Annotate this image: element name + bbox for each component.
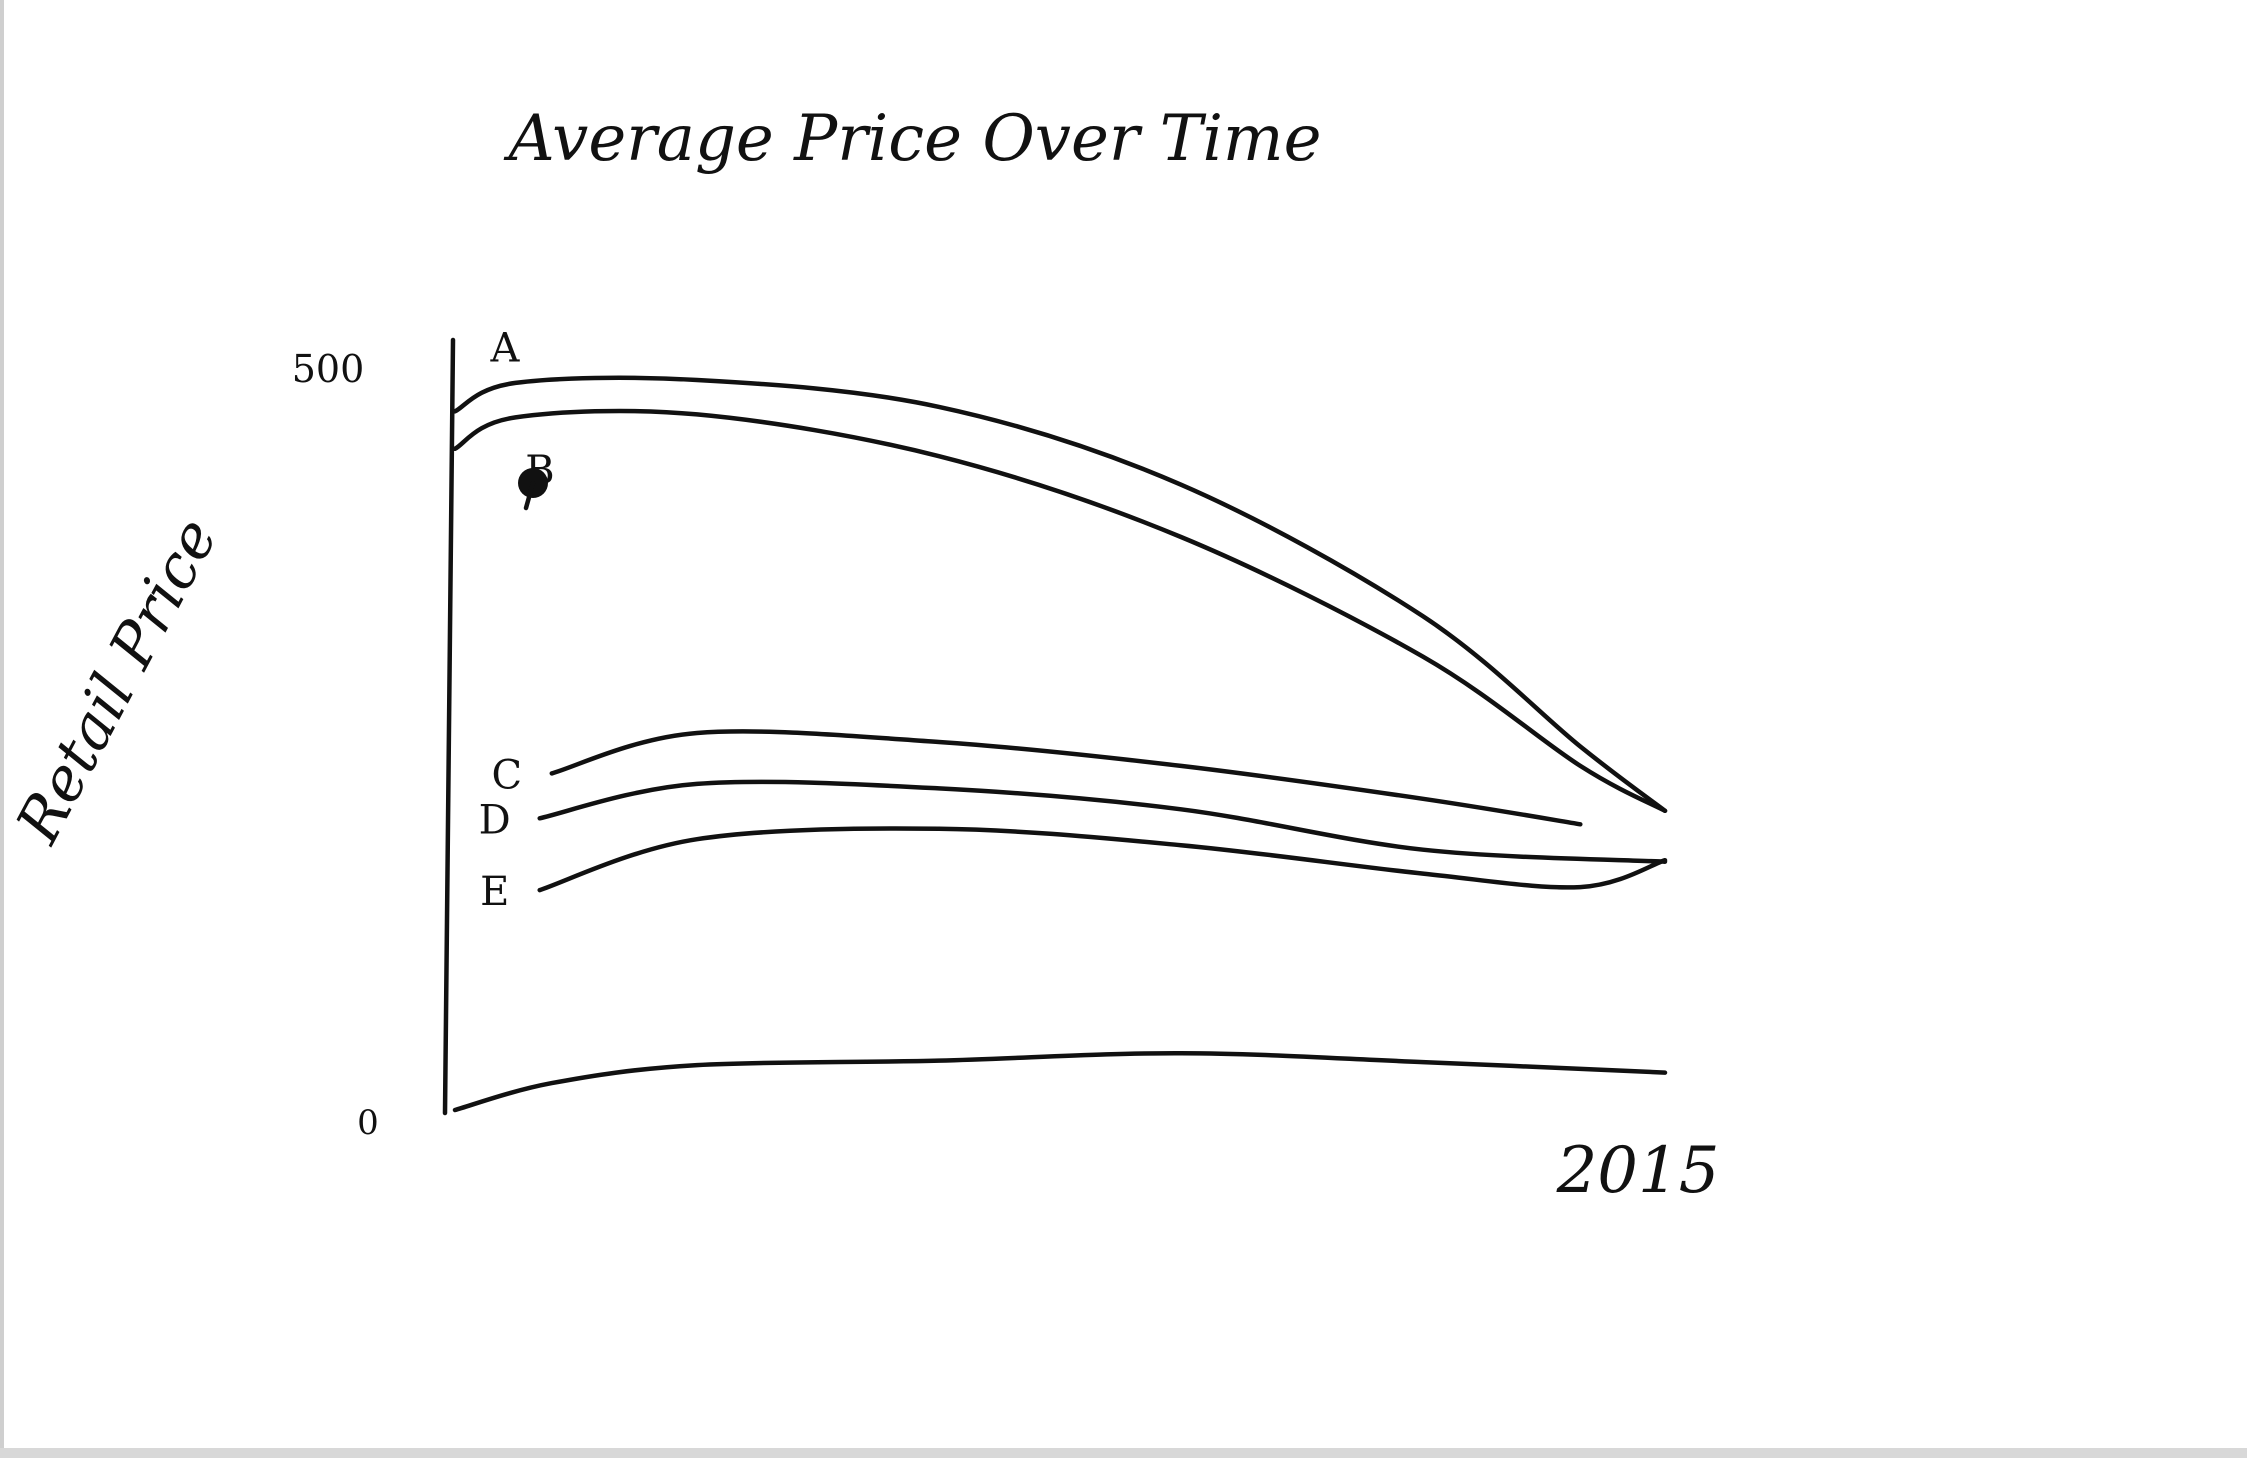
y-axis-line	[442, 337, 456, 1116]
series-line-d	[537, 779, 1668, 864]
series-line-base	[452, 1050, 1668, 1113]
scan-edge-bottom	[0, 1448, 2247, 1458]
y-tick-label-500: 500	[292, 347, 365, 391]
series-line-e	[537, 826, 1668, 893]
x-tick-label-2015: 2015	[1556, 1134, 1720, 1208]
chart-title: Average Price Over Time	[504, 102, 1322, 176]
scan-edge-left	[0, 0, 4, 1458]
series-line-a	[452, 375, 1668, 814]
series-label-c: C	[491, 752, 522, 798]
series-label-a: A	[490, 325, 521, 371]
ink-blot-tail	[523, 480, 536, 511]
series-label-layer: ABCDE	[479, 325, 555, 915]
series-label-e: E	[480, 869, 509, 915]
series-line-c	[549, 729, 1583, 827]
y-tick-label-0: 0	[357, 1103, 379, 1143]
series-line-b	[452, 408, 1668, 814]
y-axis-label: Retail Price	[3, 507, 232, 855]
series-layer	[452, 375, 1668, 1113]
series-label-d: D	[479, 797, 511, 843]
